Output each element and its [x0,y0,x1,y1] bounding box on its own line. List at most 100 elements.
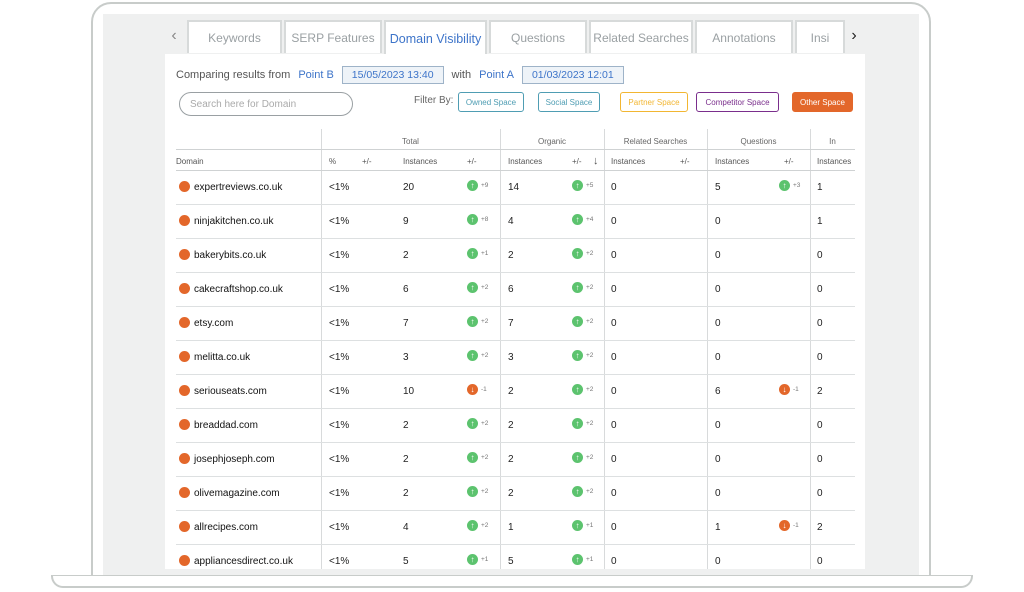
filter-chip-owned-space[interactable]: Owned Space [458,92,524,112]
column-header-organic-instances[interactable]: Instances [508,157,543,166]
column-header-in-instances[interactable]: Instances [817,157,852,166]
percent-value: <1% [329,522,350,533]
column-header-domain[interactable]: Domain [176,157,204,166]
arrow-up-icon: ↑ [572,350,583,361]
related-instances-value: 0 [611,318,617,329]
table-row[interactable]: expertreviews.co.uk <1% 20 14 0 5 1 ↑ +9 ↑ +5 ↑ +3 [176,171,855,205]
column-header-total-change[interactable]: +/- [467,157,477,166]
domain-search-input[interactable]: Search here for Domain [179,92,353,116]
questions-instances-value: 5 [715,182,721,193]
total-change: ↑ +2 [467,520,488,531]
in-instances-value: 0 [817,420,823,431]
organic-change-value: +1 [586,522,594,529]
table-row[interactable]: seriouseats.com <1% 10 2 0 6 2 ↓ -1 ↑ +2 ↓ -1 [176,375,855,409]
related-instances-value: 0 [611,556,617,567]
table-row[interactable]: allrecipes.com <1% 4 1 0 1 2 ↑ +2 ↑ +1 ↓ -1 [176,511,855,545]
point-b-date[interactable]: 15/05/2023 13:40 [341,66,444,84]
filter-chip-social-space[interactable]: Social Space [538,92,600,112]
filter-chip-partner-space[interactable]: Partner Space [620,92,688,112]
chevron-right-icon[interactable]: › [851,27,857,44]
compare-with: with [451,69,472,81]
tab-questions[interactable]: Questions [489,20,587,53]
table-row[interactable]: melitta.co.uk <1% 3 3 0 0 0 ↑ +2 ↑ +2 [176,341,855,375]
total-change: ↑ +2 [467,486,488,497]
table-row[interactable]: josephjoseph.com <1% 2 2 0 0 0 ↑ +2 ↑ +2 [176,443,855,477]
domain-name[interactable]: breaddad.com [194,420,258,431]
tab-keywords[interactable]: Keywords [187,20,282,53]
table-row[interactable]: etsy.com <1% 7 7 0 0 0 ↑ +2 ↑ +2 [176,307,855,341]
column-divider [604,129,605,569]
column-header-percent[interactable]: % [329,157,337,166]
organic-change-value: +2 [586,284,594,291]
arrow-up-icon: ↑ [572,554,583,565]
organic-change-value: +2 [586,488,594,495]
column-header-organic-change[interactable]: +/- [572,157,582,166]
percent-value: <1% [329,182,350,193]
tab-domain-visibility[interactable]: Domain Visibility [384,20,487,55]
total-change-value: +1 [481,556,489,563]
domain-name[interactable]: melitta.co.uk [194,352,251,363]
questions-instances-value: 1 [715,522,721,533]
organic-instances-value: 14 [508,182,520,193]
total-change-value: +1 [481,250,489,257]
domain-name[interactable]: appliancesdirect.co.uk [194,556,293,567]
domain-name[interactable]: expertreviews.co.uk [194,182,283,193]
questions-change: ↓ -1 [779,520,799,531]
other-space-dot-icon [179,249,190,260]
chevron-left-icon[interactable]: ‹ [171,27,177,44]
organic-change-value: +4 [586,216,594,223]
domain-name[interactable]: etsy.com [194,318,234,329]
tab-annotations[interactable]: Annotations [695,20,793,53]
column-header-related-instances[interactable]: Instances [611,157,646,166]
related-instances-value: 0 [611,522,617,533]
total-change-value: +2 [481,488,489,495]
domain-name[interactable]: bakerybits.co.uk [194,250,267,261]
arrow-up-icon: ↑ [467,316,478,327]
point-a-date[interactable]: 01/03/2023 12:01 [521,66,624,84]
table-row[interactable]: bakerybits.co.uk <1% 2 2 0 0 0 ↑ +1 ↑ +2 [176,239,855,273]
organic-change: ↑ +1 [572,554,593,565]
arrow-up-icon: ↑ [572,384,583,395]
other-space-dot-icon [179,181,190,192]
table-row[interactable]: ninjakitchen.co.uk <1% 9 4 0 0 1 ↑ +8 ↑ +4 [176,205,855,239]
column-header-related-change[interactable]: +/- [680,157,690,166]
in-instances-value: 0 [817,488,823,499]
domain-name[interactable]: seriouseats.com [194,386,267,397]
organic-change-value: +2 [586,454,594,461]
filter-chip-competitor-space[interactable]: Competitor Space [696,92,779,112]
arrow-up-icon: ↑ [467,350,478,361]
table-row[interactable]: olivemagazine.com <1% 2 2 0 0 0 ↑ +2 ↑ +2 [176,477,855,511]
domain-name[interactable]: ninjakitchen.co.uk [194,216,274,227]
organic-instances-value: 4 [508,216,514,227]
table-row[interactable]: breaddad.com <1% 2 2 0 0 0 ↑ +2 ↑ +2 [176,409,855,443]
arrow-down-icon: ↓ [779,384,790,395]
organic-change-value: +1 [586,556,594,563]
related-instances-value: 0 [611,420,617,431]
domain-name[interactable]: cakecraftshop.co.uk [194,284,283,295]
organic-instances-value: 5 [508,556,514,567]
column-header-questions-instances[interactable]: Instances [715,157,750,166]
other-space-dot-icon [179,487,190,498]
table-row[interactable]: cakecraftshop.co.uk <1% 6 6 0 0 0 ↑ +2 ↑ +2 [176,273,855,307]
questions-change-value: +3 [793,182,801,189]
sort-down-icon[interactable]: ↓ [593,155,599,167]
arrow-up-icon: ↑ [572,418,583,429]
table-row[interactable]: appliancesdirect.co.uk <1% 5 5 0 0 0 ↑ +1 ↑ +1 [176,545,855,569]
organic-change: ↑ +2 [572,486,593,497]
column-header-total-instances[interactable]: Instances [403,157,438,166]
domain-name[interactable]: josephjoseph.com [194,454,275,465]
column-header-percent-change[interactable]: +/- [362,157,372,166]
domain-name[interactable]: olivemagazine.com [194,488,280,499]
tab-insi[interactable]: Insi [795,20,845,53]
domain-name[interactable]: allrecipes.com [194,522,258,533]
organic-change: ↑ +4 [572,214,593,225]
total-change: ↑ +2 [467,282,488,293]
total-change: ↓ -1 [467,384,487,395]
percent-value: <1% [329,488,350,499]
column-header-questions-change[interactable]: +/- [784,157,794,166]
percent-value: <1% [329,386,350,397]
filter-chip-other-space[interactable]: Other Space [792,92,853,112]
column-group-in: In [829,137,836,146]
tab-related-searches[interactable]: Related Searches [589,20,693,53]
tab-serp-features[interactable]: SERP Features [284,20,382,53]
